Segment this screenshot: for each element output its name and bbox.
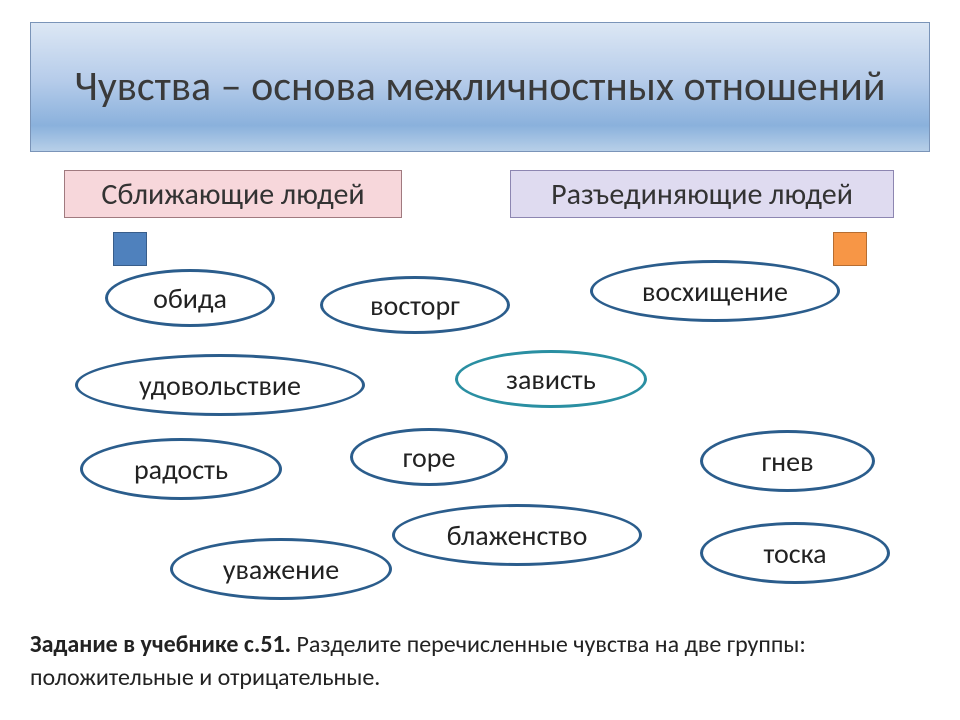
ellipse-label-blazhenstvo: блаженство — [447, 518, 588, 553]
ellipse-label-vostorg: восторг — [370, 288, 460, 323]
ellipse-label-radost: радость — [134, 452, 228, 487]
task-text: Задание в учебнике с.51. Разделите переч… — [30, 629, 930, 694]
category-right-label: Разъединяющие людей — [551, 176, 853, 213]
category-left: Сближающие людей — [64, 170, 402, 218]
ellipse-label-udovolstvie: удовольствие — [139, 368, 301, 403]
ellipse-obida[interactable]: обида — [105, 269, 275, 327]
ellipse-label-zavist: зависть — [506, 362, 596, 397]
ellipse-label-gnev: гнев — [762, 444, 814, 479]
task-bold: Задание в учебнике с.51. — [30, 630, 297, 659]
ellipse-zavist[interactable]: зависть — [455, 350, 647, 408]
marker-right — [833, 232, 867, 266]
title-text: Чувства – основа межличностных отношений — [74, 63, 885, 111]
ellipse-blazhenstvo[interactable]: блаженство — [392, 504, 642, 566]
ellipse-radost[interactable]: радость — [80, 438, 282, 500]
ellipse-toska[interactable]: тоска — [700, 522, 890, 584]
ellipse-label-toska: тоска — [763, 536, 826, 571]
page-title: Чувства – основа межличностных отношений — [30, 22, 930, 152]
ellipse-gore[interactable]: горе — [350, 428, 508, 486]
ellipse-label-obida: обида — [153, 281, 227, 316]
ellipse-udovolstvie[interactable]: удовольствие — [75, 354, 365, 416]
ellipse-voshishenie[interactable]: восхищение — [590, 260, 840, 322]
category-right: Разъединяющие людей — [510, 170, 894, 218]
category-left-label: Сближающие людей — [101, 176, 364, 213]
ellipse-uvazhenie[interactable]: уважение — [170, 538, 392, 600]
ellipse-vostorg[interactable]: восторг — [320, 276, 510, 334]
marker-left — [113, 232, 147, 266]
ellipse-label-uvazhenie: уважение — [223, 552, 339, 587]
ellipse-label-gore: горе — [403, 440, 456, 475]
ellipse-gnev[interactable]: гнев — [700, 430, 875, 492]
ellipse-label-voshishenie: восхищение — [642, 274, 788, 309]
